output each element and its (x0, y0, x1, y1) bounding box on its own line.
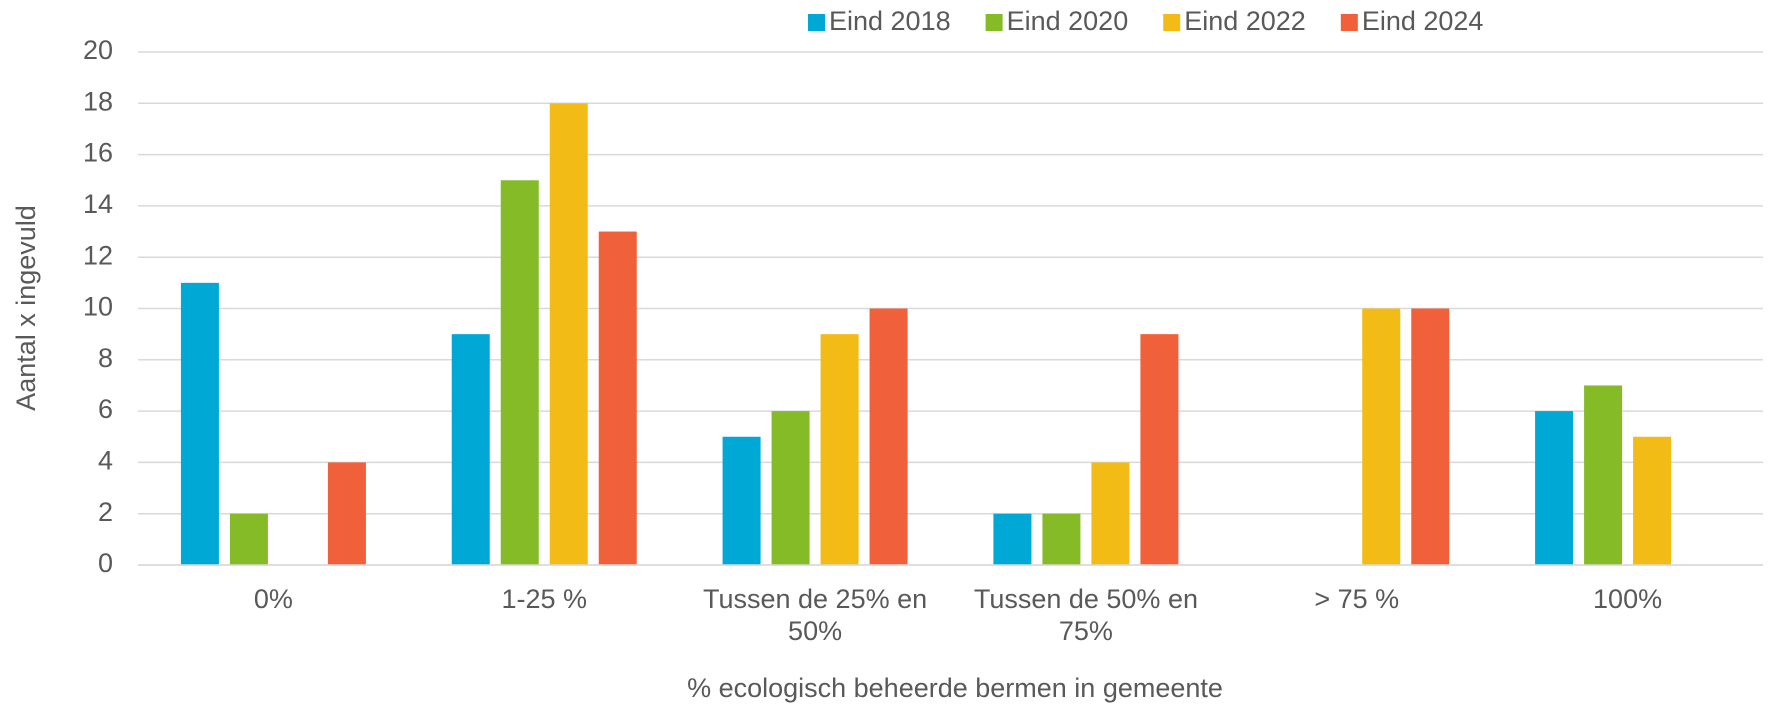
x-tick-label-box: 1-25 % (501, 584, 588, 614)
legend-swatch (808, 14, 825, 31)
legend-label: Eind 2018 (829, 6, 951, 36)
x-tick-label: > 75 % (1314, 584, 1400, 614)
x-tick-label: Tussen de 50% en 75% (973, 584, 1198, 647)
y-tick-label: 8 (98, 343, 113, 373)
bar (722, 436, 761, 565)
y-tick-label: 14 (83, 189, 113, 219)
bar (1091, 462, 1130, 565)
bar (327, 462, 366, 565)
y-tick-label: 10 (83, 292, 113, 322)
x-tick-label-box: 100% (1593, 584, 1663, 614)
y-axis-label: Aantal x ingevuld (11, 205, 41, 411)
x-tick-label: 1-25 % (501, 584, 588, 614)
bar (500, 180, 539, 565)
bar (1362, 308, 1401, 565)
bar (1535, 411, 1574, 565)
bar (229, 513, 268, 565)
bar (180, 282, 219, 565)
x-tick-label: Tussen de 25% en 50% (702, 584, 928, 647)
y-tick-label: 18 (83, 86, 113, 116)
bar (1042, 513, 1081, 565)
x-tick-label: 100% (1593, 584, 1663, 614)
y-tick-label: 0 (98, 548, 113, 578)
bar (1140, 334, 1179, 565)
x-tick-label: 0% (253, 584, 293, 614)
bar (549, 103, 588, 566)
bar (869, 308, 908, 565)
y-tick-label: 20 (83, 35, 113, 65)
bar (1411, 308, 1450, 565)
legend-label: Eind 2022 (1184, 6, 1306, 36)
x-tick-label-box: Tussen de 25% en 50% (702, 584, 928, 647)
bar (771, 411, 810, 565)
x-tick-label-box: > 75 % (1314, 584, 1400, 614)
bar (993, 513, 1032, 565)
bar (820, 334, 859, 565)
y-tick-label: 4 (98, 446, 113, 476)
bar (598, 231, 637, 566)
x-tick-label-box: 0% (253, 584, 293, 614)
legend-swatch (985, 14, 1003, 31)
y-tick-label: 16 (83, 138, 113, 168)
bar (1584, 385, 1623, 565)
y-tick-label: 12 (83, 240, 113, 270)
legend-swatch (1163, 14, 1181, 31)
x-tick-label-box: Tussen de 50% en 75% (973, 584, 1198, 647)
bar (451, 334, 490, 565)
x-axis-label: % ecologisch beheerde bermen in gemeente (687, 673, 1223, 703)
y-tick-label: 2 (98, 497, 113, 527)
bar (1633, 436, 1672, 565)
y-tick-label: 6 (98, 394, 113, 424)
legend-label: Eind 2020 (1007, 6, 1129, 36)
legend-label: Eind 2024 (1362, 6, 1484, 36)
legend-swatch (1340, 14, 1358, 31)
